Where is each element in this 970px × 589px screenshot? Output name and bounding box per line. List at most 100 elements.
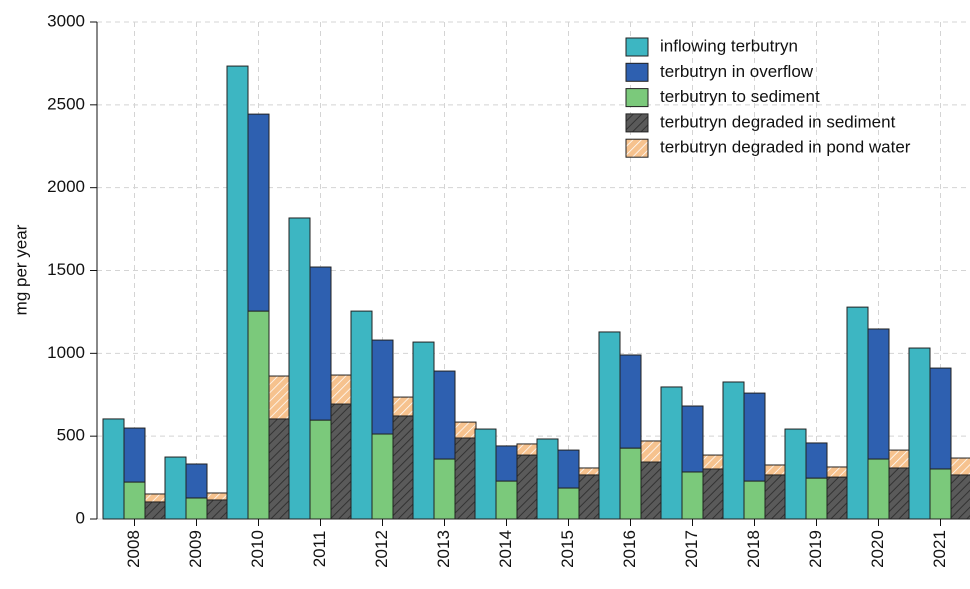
- bar: [144, 493, 167, 503]
- x-tick-label: 2013: [434, 530, 453, 568]
- bar: [309, 266, 332, 421]
- x-tick-label: 2012: [372, 530, 391, 568]
- bar: [888, 467, 911, 520]
- bar: [495, 445, 518, 482]
- bar: [392, 415, 415, 520]
- bar: [826, 466, 849, 478]
- bar: [454, 437, 477, 520]
- legend-label: terbutryn to sediment: [660, 87, 820, 106]
- bar: [247, 310, 270, 520]
- x-tick-label: 2009: [186, 530, 205, 568]
- bar: [908, 347, 931, 520]
- bar: [330, 374, 353, 405]
- y-tick-label: 1500: [47, 260, 85, 279]
- x-tick-label: 2021: [930, 530, 949, 568]
- x-tick-label: 2008: [124, 530, 143, 568]
- y-tick-label: 2000: [47, 177, 85, 196]
- legend-swatch: [625, 113, 649, 133]
- bar: [846, 306, 869, 520]
- y-tick-label: 3000: [47, 11, 85, 30]
- bar: [164, 456, 187, 520]
- bar: [619, 354, 642, 449]
- bar: [784, 428, 807, 520]
- legend-label: inflowing terbutryn: [660, 36, 798, 55]
- bar: [764, 474, 787, 520]
- bar: [826, 476, 849, 520]
- bar: [433, 370, 456, 460]
- legend-swatch: [625, 138, 649, 158]
- legend-label: terbutryn degraded in sediment: [660, 112, 896, 131]
- bar: [557, 487, 580, 520]
- x-tick-label: 2011: [310, 531, 329, 568]
- bar: [619, 447, 642, 520]
- legend-swatch: [625, 88, 649, 108]
- x-tick-label: 2017: [682, 530, 701, 568]
- bar: [247, 113, 270, 312]
- bar: [330, 403, 353, 520]
- bar: [640, 461, 663, 520]
- bar: [206, 492, 229, 501]
- bar: [123, 427, 146, 483]
- y-tick-label: 2500: [47, 94, 85, 113]
- bar: [102, 418, 125, 520]
- bar: [536, 438, 559, 520]
- bar: [681, 471, 704, 520]
- bar: [206, 499, 229, 520]
- bar: [660, 386, 683, 520]
- legend-swatch: [625, 37, 649, 57]
- bar: [578, 474, 601, 520]
- bar: [226, 65, 249, 520]
- x-tick-label: 2020: [868, 530, 887, 568]
- y-tick-label: 500: [57, 426, 85, 445]
- bar: [268, 375, 291, 420]
- bar: [371, 339, 394, 435]
- bar: [185, 497, 208, 520]
- bar: [516, 454, 539, 520]
- bar: [268, 418, 291, 520]
- y-tick-label: 1000: [47, 343, 85, 362]
- bar: [681, 405, 704, 473]
- bar: [929, 367, 952, 470]
- legend-label: terbutryn in overflow: [660, 62, 814, 81]
- x-tick-label: 2010: [248, 530, 267, 568]
- bar: [454, 421, 477, 439]
- bar: [743, 480, 766, 520]
- bar: [474, 428, 497, 520]
- bar: [805, 477, 828, 520]
- legend-swatch: [625, 62, 649, 82]
- bar: [288, 217, 311, 520]
- x-tick-label: 2014: [496, 530, 515, 568]
- bar: [123, 481, 146, 520]
- legend-label: terbutryn degraded in pond water: [660, 138, 911, 157]
- bar: [392, 396, 415, 417]
- bar: [640, 440, 663, 463]
- bar: [516, 443, 539, 456]
- bar: [743, 392, 766, 482]
- bar: [309, 419, 332, 520]
- y-axis-label: mg per year: [11, 224, 30, 315]
- bar: [867, 328, 890, 460]
- bar: [144, 501, 167, 520]
- x-tick-label: 2019: [806, 530, 825, 568]
- bar: [495, 480, 518, 520]
- bar: [702, 468, 725, 520]
- bar: [764, 464, 787, 476]
- bar: [722, 381, 745, 520]
- bar: [950, 474, 970, 520]
- y-tick-label: 0: [76, 508, 85, 527]
- bar: [412, 341, 435, 520]
- bar: [350, 310, 373, 520]
- bar: [598, 331, 621, 520]
- bar: [950, 457, 970, 476]
- bar: [185, 463, 208, 499]
- bar: [371, 433, 394, 520]
- x-tick-label: 2018: [744, 530, 763, 568]
- bar: [578, 467, 601, 476]
- x-tick-label: 2016: [620, 530, 639, 568]
- bar: [888, 449, 911, 469]
- bar: [929, 468, 952, 520]
- x-tick-label: 2015: [558, 530, 577, 568]
- bar: [433, 458, 456, 520]
